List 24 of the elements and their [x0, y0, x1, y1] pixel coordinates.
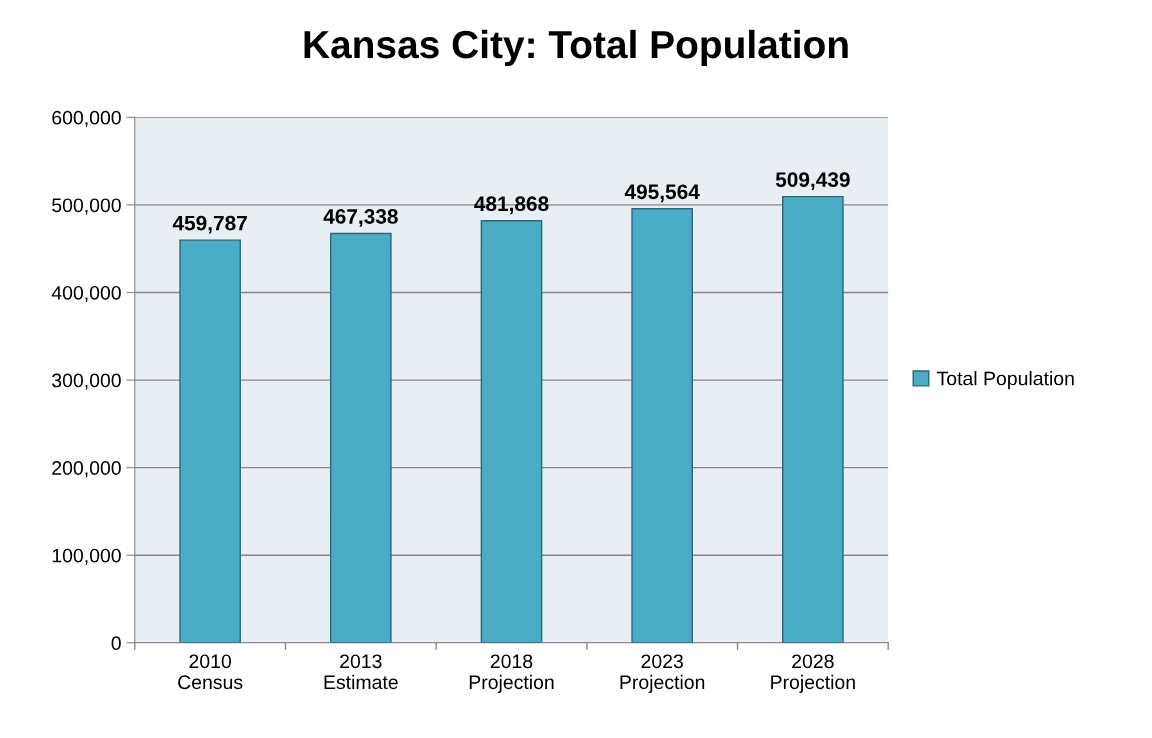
legend-label: Total Population	[937, 371, 1074, 390]
x-tick-label: 2018 Projection	[469, 654, 554, 693]
data-label: 481,868	[474, 196, 549, 215]
data-label: 509,439	[775, 172, 850, 190]
bar	[480, 220, 543, 643]
y-tick-label: 400,000	[51, 285, 121, 303]
bar	[782, 195, 844, 643]
y-tick-label: 300,000	[52, 373, 121, 390]
x-tick-label: 2028 Projection	[771, 654, 855, 693]
bar	[631, 208, 694, 643]
x-tick-label: 2013 Estimate	[324, 654, 398, 690]
y-tick-label: 600,000	[52, 110, 121, 127]
y-tick-label: 0	[111, 636, 121, 651]
y-tick-label: 500,000	[52, 198, 121, 215]
data-label: 467,338	[323, 209, 398, 227]
chart-title: Kansas City: Total Population	[304, 29, 848, 67]
data-label: 495,564	[624, 184, 700, 203]
y-tick-label: 100,000	[52, 548, 121, 565]
data-label: 459,787	[172, 215, 247, 234]
y-tick-label: 200,000	[52, 461, 121, 478]
x-tick-label: 2010 Census	[178, 654, 243, 690]
bar	[179, 239, 241, 643]
x-tick-label: 2023 Projection	[620, 654, 705, 693]
bar	[329, 232, 392, 643]
